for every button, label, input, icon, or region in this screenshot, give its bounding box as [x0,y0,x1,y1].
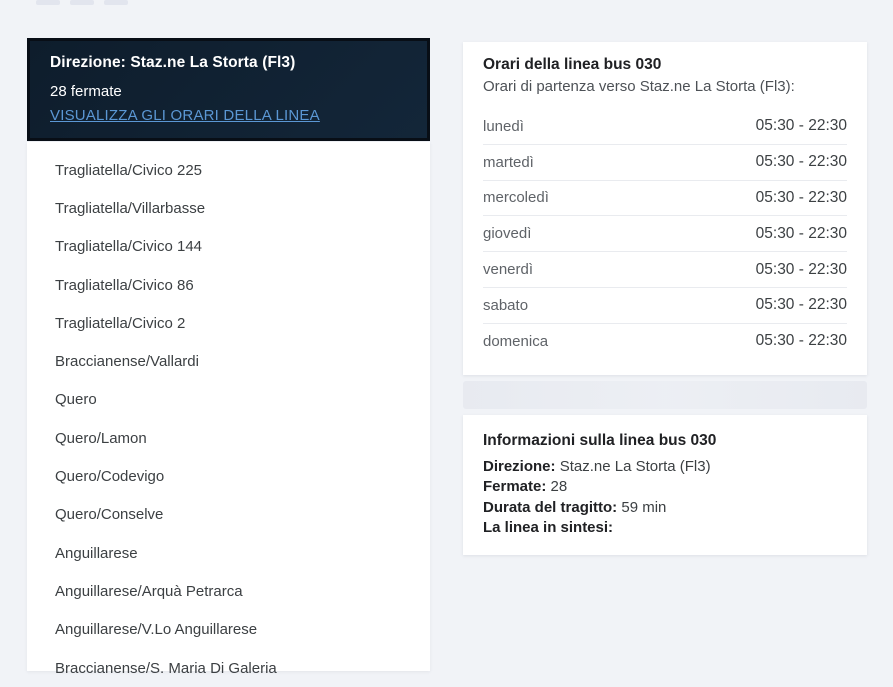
schedule-row: mercoledì 05:30 - 22:30 [483,181,847,217]
stops-count-label: 28 fermate [50,83,122,100]
info-line-stops: Fermate: 28 [483,477,847,498]
info-value: 59 min [621,498,667,516]
info-label: Durata del tragitto: [483,498,618,516]
day-label: venerdì [483,261,534,279]
direction-title: Direzione: Staz.ne La Storta (Fl3) [50,54,296,71]
info-card-title: Informazioni sulla linea bus 030 [483,431,717,449]
stop-list-item[interactable]: Quero/Codevigo [55,468,165,486]
stop-list-item[interactable]: Quero/Lamon [55,429,147,447]
hours-value: 05:30 - 22:30 [755,332,847,350]
info-label: Direzione: [483,457,556,475]
line-info-card: Informazioni sulla linea bus 030 Direzio… [463,414,867,555]
info-value: 28 [550,478,568,496]
info-label: La linea in sintesi: [483,519,614,537]
schedule-card-subtitle: Orari di partenza verso Staz.ne La Stort… [483,78,795,95]
stop-list-item[interactable]: Anguillarese [55,544,138,562]
stop-list-item[interactable]: Tragliatella/Villarbasse [55,199,206,217]
line-direction-panel: Direzione: Staz.ne La Storta (Fl3) 28 fe… [27,38,430,677]
day-label: mercoledì [483,189,549,207]
schedule-row: lunedì 05:30 - 22:30 [483,109,847,145]
schedule-row: sabato 05:30 - 22:30 [483,288,847,324]
stop-list-item[interactable]: Quero [55,391,97,409]
day-label: martedì [483,153,534,171]
hours-value: 05:30 - 22:30 [755,153,847,171]
artifact-mark [104,0,128,5]
day-label: sabato [483,296,529,314]
stop-list-item[interactable]: Braccianense/Vallardi [55,353,199,371]
stops-list: Tragliatella/Civico 225 Tragliatella/Vil… [27,142,430,677]
stop-list-item[interactable]: Tragliatella/Civico 144 [55,238,203,256]
schedule-row: venerdì 05:30 - 22:30 [483,252,847,288]
stop-list-item[interactable]: Quero/Conselve [55,506,164,524]
stop-list-item[interactable]: Tragliatella/Civico 2 [55,314,186,332]
hours-value: 05:30 - 22:30 [755,117,847,135]
stop-list-item[interactable]: Tragliatella/Civico 225 [55,161,203,179]
schedule-row: domenica 05:30 - 22:30 [483,324,847,359]
bus-line-page: { "colors": { "page_bg": "#f1f3f7", "hea… [27,0,867,677]
hours-value: 05:30 - 22:30 [755,188,847,206]
info-line-direction: Direzione: Staz.ne La Storta (Fl3) [483,457,847,478]
info-label: Fermate: [483,478,547,496]
view-line-times-link[interactable]: VISUALIZZA GLI ORARI DELLA LINEA [50,107,320,124]
stop-list-item[interactable]: Tragliatella/Civico 86 [55,276,194,294]
stop-list-item[interactable]: Braccianense/S. Maria Di Galeria [55,659,277,677]
day-label: lunedì [483,117,524,135]
artifact-mark [70,0,94,5]
info-line-duration: Durata del tragitto: 59 min [483,498,847,519]
schedule-row: giovedì 05:30 - 22:30 [483,216,847,253]
schedule-row: martedì 05:30 - 22:30 [483,145,847,181]
day-label: domenica [483,332,549,350]
direction-header: Direzione: Staz.ne La Storta (Fl3) 28 fe… [27,38,430,141]
hours-value: 05:30 - 22:30 [755,260,847,278]
info-line-summary: La linea in sintesi: [483,518,847,539]
stop-list-item[interactable]: Anguillarese/V.Lo Anguillarese [55,621,258,639]
schedule-card-title: Orari della linea bus 030 [483,56,662,73]
hours-value: 05:30 - 22:30 [755,296,847,314]
line-info-column: Orari della linea bus 030 Orari di parte… [463,42,867,555]
info-value: Staz.ne La Storta (Fl3) [559,457,711,475]
cropped-top-artifacts [36,0,128,5]
line-schedule-card: Orari della linea bus 030 Orari di parte… [463,42,867,375]
stop-list-item[interactable]: Anguillarese/Arquà Petrarca [55,582,243,600]
day-label: giovedì [483,225,532,243]
faded-content-strip [463,380,867,409]
artifact-mark [36,0,60,5]
hours-value: 05:30 - 22:30 [755,224,847,242]
